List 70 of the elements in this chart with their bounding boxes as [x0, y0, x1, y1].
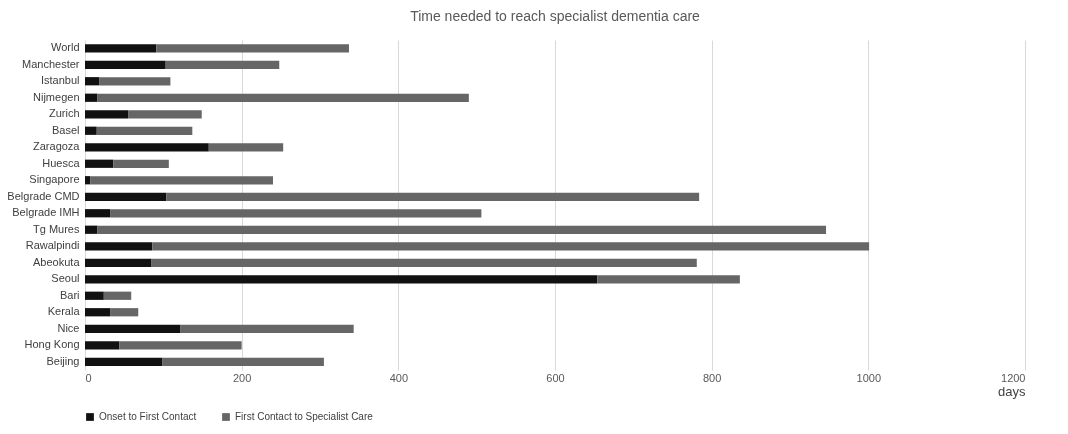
bar [103, 291, 132, 300]
bar [97, 225, 827, 234]
bar [180, 324, 354, 333]
bar [85, 308, 111, 317]
y-tick-label: Huesca [42, 156, 81, 169]
bar [85, 291, 104, 300]
x-tick-label: 200 [232, 371, 252, 384]
y-tick-label: Manchester [22, 57, 80, 70]
y-tick-label: Belgrade CMD [7, 189, 80, 202]
bar [85, 77, 100, 86]
bar [85, 242, 153, 251]
bar [113, 159, 169, 168]
bar [208, 143, 284, 152]
x-tick-label: 400 [389, 371, 409, 384]
y-tick-label: Beijing [46, 354, 80, 367]
bar [85, 60, 166, 69]
y-tick-label: Nijmegen [33, 90, 80, 103]
y-tick-label: Abeokuta [33, 255, 81, 268]
bar [152, 242, 870, 251]
bar [166, 192, 700, 201]
y-tick-label: Singapore [29, 173, 80, 186]
legend-label: Onset to First Contact [99, 411, 197, 422]
bar [85, 357, 163, 366]
bar [85, 275, 598, 284]
bar [85, 126, 97, 135]
y-tick-label: Hong Kong [24, 338, 80, 351]
bar [156, 44, 349, 53]
bar [85, 324, 181, 333]
bar [85, 110, 129, 119]
y-tick-label: Kerala [47, 305, 81, 318]
x-tick-label: 0 [85, 371, 92, 384]
bar [85, 225, 98, 234]
bar [85, 159, 114, 168]
bar [99, 77, 171, 86]
bar [110, 209, 482, 218]
bar [85, 143, 209, 152]
bar [97, 93, 469, 102]
bar [151, 258, 697, 267]
bar [85, 341, 120, 350]
x-axis-title: days [998, 383, 1026, 399]
bar [119, 341, 242, 350]
x-tick-label: 1000 [856, 371, 882, 384]
y-tick-label: Rawalpindi [25, 239, 80, 252]
y-tick-label: World [50, 41, 80, 54]
bar [162, 357, 324, 366]
y-tick-label: Bari [59, 288, 80, 301]
y-tick-label: Nice [57, 321, 80, 334]
bar [96, 126, 193, 135]
y-tick-label: Zaragoza [33, 140, 81, 153]
y-tick-label: Zurich [48, 107, 80, 120]
legend-label: First Contact to Specialist Care [235, 411, 374, 422]
x-tick-label: 800 [702, 371, 722, 384]
y-tick-label: Basel [51, 123, 80, 136]
y-tick-label: Istanbul [40, 74, 80, 87]
bar [85, 44, 157, 53]
x-tick-label: 600 [546, 371, 565, 384]
bar [85, 209, 111, 218]
bar [85, 258, 152, 267]
y-tick-label: Belgrade IMH [12, 206, 80, 219]
bar [85, 192, 167, 201]
x-tick-label: 1200 [1001, 371, 1026, 384]
chart-title: Time needed to reach specialist dementia care [410, 8, 701, 24]
bar [597, 275, 740, 284]
bar [85, 93, 98, 102]
y-tick-label: Tg Mures [33, 222, 80, 235]
bar [128, 110, 202, 119]
bar [90, 176, 273, 185]
y-tick-label: Seoul [51, 272, 80, 285]
bar [110, 308, 139, 317]
bar [165, 60, 280, 69]
